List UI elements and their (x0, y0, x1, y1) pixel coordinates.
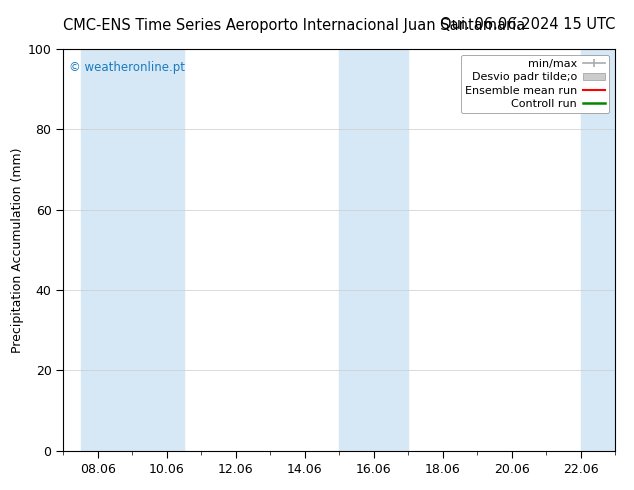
Bar (391, 49, 408, 451)
Bar (81, 49, 150, 451)
Bar (581, 49, 618, 451)
Legend: min/max, Desvio padr tilde;o, Ensemble mean run, Controll run: min/max, Desvio padr tilde;o, Ensemble m… (460, 54, 609, 114)
Text: CMC-ENS Time Series Aeroporto Internacional Juan Santamaría: CMC-ENS Time Series Aeroporto Internacio… (63, 17, 526, 33)
Text: Qui. 06.06.2024 15 UTC: Qui. 06.06.2024 15 UTC (439, 17, 615, 32)
Bar (339, 49, 391, 451)
Y-axis label: Precipitation Accumulation (mm): Precipitation Accumulation (mm) (11, 147, 23, 353)
Text: © weatheronline.pt: © weatheronline.pt (69, 61, 185, 74)
Bar (150, 49, 184, 451)
